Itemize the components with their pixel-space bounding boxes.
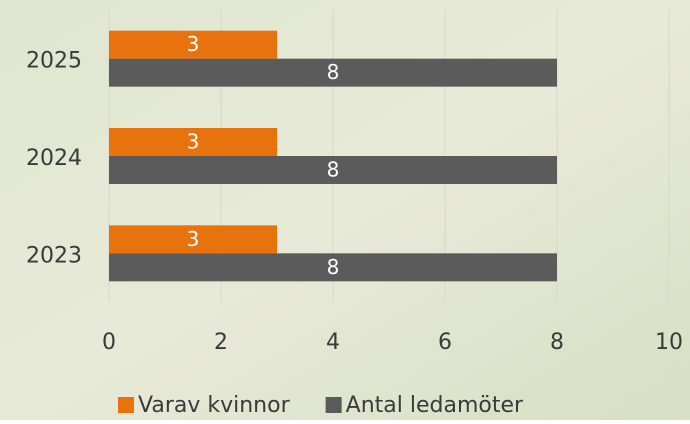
legend-label: Varav kvinnor (138, 393, 291, 418)
y-tick-label: 2023 (26, 243, 82, 268)
value-label: 3 (187, 32, 200, 56)
x-tick-label: 4 (326, 330, 340, 355)
legend-swatch (118, 397, 134, 413)
y-tick-label: 2025 (26, 49, 82, 74)
y-tick-label: 2024 (26, 146, 82, 171)
legend-swatch (326, 397, 342, 413)
x-tick-label: 10 (655, 330, 683, 355)
value-label: 8 (327, 255, 340, 279)
x-tick-label: 0 (102, 330, 116, 355)
chart: 0 2 4 6 8 10 2025 3 8 2024 3 8 2023 3 8 Varav kvinnor An… (0, 0, 690, 420)
x-tick-label: 8 (550, 330, 564, 355)
value-label: 8 (327, 158, 340, 182)
value-label: 3 (187, 130, 200, 154)
legend-label: Antal ledamöter (346, 393, 524, 418)
x-tick-label: 2 (214, 330, 228, 355)
value-label: 3 (187, 227, 200, 251)
x-tick-label: 6 (438, 330, 452, 355)
value-label: 8 (327, 60, 340, 84)
